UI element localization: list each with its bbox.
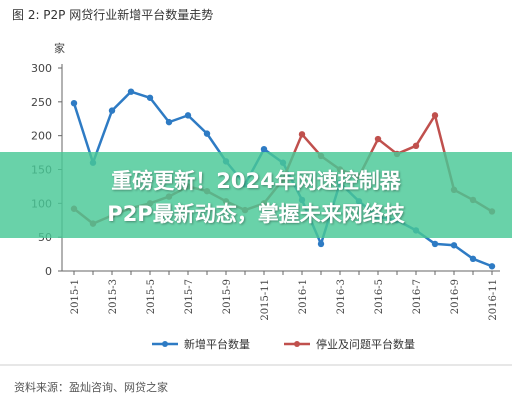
data-point <box>431 240 439 248</box>
data-point <box>108 107 116 114</box>
data-point <box>412 142 420 150</box>
legend-label-problem-platforms: 停业及问题平台数量 <box>316 337 415 351</box>
source-note: 资料来源：盈灿咨询、网贷之家 <box>14 380 168 394</box>
data-point <box>260 146 268 153</box>
x-tick-label: 2015-5 <box>146 279 157 314</box>
data-point <box>70 99 78 107</box>
y-tick-label: 200 <box>31 130 52 143</box>
x-tick-label: 2016-1 <box>298 279 309 314</box>
x-tick-label: 2015-9 <box>222 279 233 314</box>
data-point <box>317 240 325 248</box>
data-point <box>184 112 192 119</box>
x-tick-label: 2016-7 <box>412 279 423 314</box>
data-point <box>298 131 306 138</box>
legend-label-new-platforms: 新增平台数量 <box>184 337 250 351</box>
x-tick-label: 2016-11 <box>488 279 499 321</box>
figure-title: 图 2: P2P 网贷行业新增平台数量走势 <box>12 7 213 22</box>
y-axis-unit-label: 家 <box>54 41 65 55</box>
x-tick-label: 2015-11 <box>260 279 271 321</box>
data-point <box>469 255 477 263</box>
x-tick-label: 2016-9 <box>450 279 461 314</box>
y-tick-label: 250 <box>31 96 52 109</box>
x-tick-label: 2016-3 <box>336 279 347 314</box>
data-point <box>127 88 135 95</box>
data-point <box>203 130 211 137</box>
x-tick-label: 2015-3 <box>108 279 119 314</box>
x-axis-ticks: 2015-1 2015-3 2015-5 2015-7 2015-9 2015-11 201… <box>70 271 499 321</box>
data-point <box>146 94 154 101</box>
x-tick-label: 2016-5 <box>374 279 385 314</box>
legend-marker-new-platforms <box>162 341 168 347</box>
chart-legend: 新增平台数量 停业及问题平台数量 <box>152 337 415 351</box>
overlay-banner[interactable]: 重磅更新！2024年网速控制器 P2P最新动态，掌握未来网络技 <box>0 152 512 238</box>
y-tick-label: 300 <box>31 62 52 75</box>
data-point <box>374 135 382 143</box>
data-point <box>488 263 496 270</box>
data-point <box>431 112 439 119</box>
y-tick-label: 0 <box>45 265 52 278</box>
x-tick-label: 2015-7 <box>184 279 195 314</box>
banner-subheadline: P2P最新动态，掌握未来网络技 <box>107 202 405 226</box>
banner-headline: 重磅更新！2024年网速控制器 <box>111 169 401 193</box>
data-point <box>165 118 173 126</box>
legend-marker-problem-platforms <box>294 341 300 347</box>
data-point <box>450 242 458 249</box>
x-tick-label: 2015-1 <box>70 279 81 314</box>
